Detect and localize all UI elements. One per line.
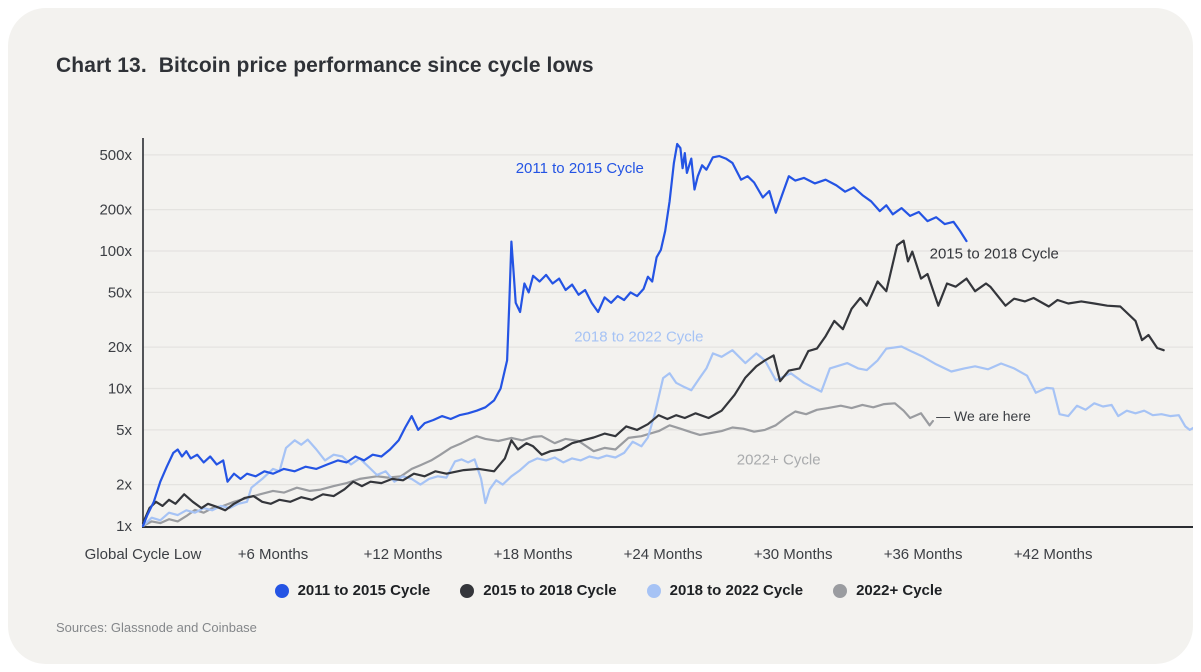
y-tick-200x: 200x [99, 202, 132, 219]
y-tick-2x: 2x [116, 477, 132, 494]
annotation-2018-to-2022-cycle: 2018 to 2022 Cycle [574, 328, 703, 345]
x-tick-12: +12 Months [364, 546, 443, 563]
legend-label: 2011 to 2015 Cycle [297, 582, 431, 599]
price-performance-chart: 500x 200x 100x 50x 20x 10x 5x 2x 1x Global Cycle … [85, 138, 1193, 563]
series-line-2011-to-2015-cycle [141, 142, 968, 528]
legend-item-2018-to-2022-cycle: 2018 to 2022 Cycle [646, 582, 804, 599]
annotation-2011-to-2015-cycle: 2011 to 2015 Cycle [516, 160, 644, 177]
sources-note: Sources: Glassnode and Coinbase [56, 620, 257, 635]
legend-dot-icon [833, 583, 848, 598]
series-line-2022+-cycle [141, 402, 935, 528]
y-tick-20x: 20x [108, 339, 133, 356]
legend-label: 2018 to 2022 Cycle [669, 582, 804, 599]
legend-label: 2015 to 2018 Cycle [483, 582, 617, 599]
y-tick-100x: 100x [99, 243, 132, 260]
legend-dot-icon [274, 583, 289, 598]
y-tick-50x: 50x [108, 284, 133, 301]
chart-legend: 2011 to 2015 Cycle 2015 to 2018 Cycle 2018… [8, 582, 1193, 599]
x-tick-36: +36 Months [884, 546, 963, 563]
series-line-2015-to-2018-cycle [141, 239, 1165, 525]
legend-item-2011-to-2015-cycle: 2011 to 2015 Cycle [274, 582, 431, 599]
y-tick-10x: 10x [108, 381, 133, 398]
legend-item-2015-to-2018-cycle: 2015 to 2018 Cycle [460, 582, 617, 599]
legend-item-2022+-cycle: 2022+ Cycle [833, 582, 942, 599]
legend-dot-icon [646, 583, 661, 598]
chart-card: Chart 13. Bitcoin price performance since… [8, 8, 1193, 664]
legend-label: 2022+ Cycle [856, 582, 943, 599]
annotation--we-are-here: — We are here [936, 408, 1031, 424]
legend-dot-icon [460, 583, 475, 598]
x-tick-0: Global Cycle Low [85, 546, 202, 563]
x-tick-18: +18 Months [494, 546, 573, 563]
chart-number: Chart 13. [56, 54, 147, 77]
x-tick-24: +24 Months [624, 546, 703, 563]
x-tick-6: +6 Months [238, 546, 308, 563]
annotation-2015-to-2018-cycle: 2015 to 2018 Cycle [930, 246, 1059, 263]
y-tick-500x: 500x [99, 147, 132, 164]
chart-title-text: Bitcoin price performance since cycle lo… [158, 54, 594, 77]
y-tick-1x: 1x [116, 518, 132, 535]
x-tick-30: +30 Months [754, 546, 833, 563]
series-line-2018-to-2022-cycle [141, 345, 1193, 528]
x-tick-42: +42 Months [1014, 546, 1093, 563]
chart-title: Chart 13. Bitcoin price performance since… [56, 54, 594, 78]
annotation-2022-cycle: 2022+ Cycle [737, 452, 821, 469]
y-tick-5x: 5x [116, 422, 132, 439]
